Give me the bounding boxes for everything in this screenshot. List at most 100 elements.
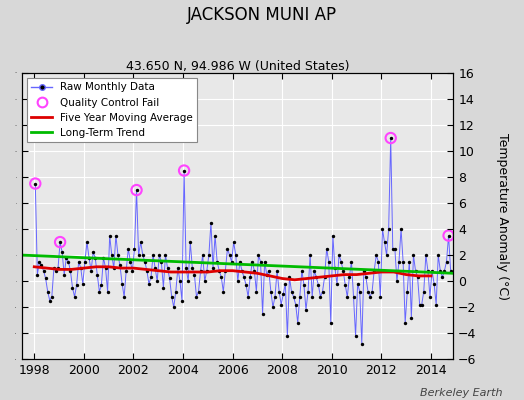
Point	[219, 288, 227, 295]
Point	[440, 268, 449, 274]
Point	[312, 274, 321, 280]
Point	[46, 298, 54, 304]
Point	[60, 271, 69, 278]
Point	[37, 262, 46, 269]
Point	[72, 282, 81, 288]
Point	[385, 226, 393, 232]
Text: Berkeley Earth: Berkeley Earth	[420, 388, 503, 398]
Point	[56, 239, 64, 245]
Point	[277, 301, 286, 308]
Point	[159, 284, 168, 291]
Point	[41, 275, 50, 282]
Point	[380, 239, 389, 245]
Point	[130, 245, 139, 252]
Point	[308, 294, 316, 300]
Point	[428, 268, 436, 274]
Point	[151, 265, 159, 271]
Point	[77, 265, 85, 271]
Point	[411, 268, 420, 274]
Point	[258, 310, 267, 317]
Point	[444, 232, 453, 239]
Point	[188, 265, 196, 271]
Point	[33, 271, 41, 278]
Point	[352, 332, 360, 339]
Point	[178, 298, 186, 304]
Point	[213, 258, 221, 265]
Point	[35, 258, 43, 265]
Point	[112, 232, 120, 239]
Point	[81, 258, 89, 265]
Point	[186, 239, 194, 245]
Point	[426, 294, 434, 300]
Point	[254, 252, 263, 258]
Point	[389, 245, 397, 252]
Point	[135, 252, 143, 258]
Point	[227, 258, 236, 265]
Point	[52, 268, 60, 274]
Point	[265, 268, 273, 274]
Point	[136, 239, 145, 245]
Point	[250, 268, 258, 274]
Point	[271, 294, 279, 300]
Point	[405, 258, 413, 265]
Point	[79, 280, 87, 287]
Point	[215, 268, 223, 274]
Point	[442, 258, 451, 265]
Point	[100, 254, 108, 261]
Point	[359, 268, 368, 274]
Point	[337, 258, 345, 265]
Point	[199, 252, 207, 258]
Point	[242, 282, 250, 288]
Point	[64, 258, 72, 265]
Point	[403, 288, 411, 295]
Legend: Raw Monthly Data, Quality Control Fail, Five Year Moving Average, Long-Term Tren: Raw Monthly Data, Quality Control Fail, …	[27, 78, 198, 142]
Point	[293, 320, 302, 326]
Point	[95, 288, 104, 295]
Point	[110, 265, 118, 271]
Point	[432, 301, 440, 308]
Point	[273, 268, 281, 274]
Point	[180, 167, 188, 174]
Point	[128, 268, 137, 274]
Point	[391, 245, 399, 252]
Point	[190, 271, 199, 278]
Point	[209, 265, 217, 271]
Point	[333, 280, 341, 287]
Point	[91, 254, 100, 261]
Point	[252, 288, 260, 295]
Point	[147, 274, 155, 280]
Point	[418, 301, 426, 308]
Point	[87, 268, 95, 274]
Point	[387, 135, 395, 141]
Point	[68, 284, 77, 291]
Point	[376, 294, 385, 300]
Point	[230, 239, 238, 245]
Point	[424, 268, 432, 274]
Point	[182, 265, 190, 271]
Point	[306, 252, 314, 258]
Point	[194, 288, 203, 295]
Point	[232, 252, 240, 258]
Point	[171, 288, 180, 295]
Point	[343, 294, 352, 300]
Point	[54, 265, 62, 271]
Point	[298, 268, 306, 274]
Point	[133, 187, 141, 193]
Point	[85, 254, 93, 261]
Point	[296, 294, 304, 300]
Point	[201, 278, 209, 284]
Point	[368, 288, 376, 295]
Point	[370, 268, 378, 274]
Point	[149, 252, 157, 258]
Point	[260, 258, 269, 265]
Point	[107, 252, 116, 258]
Point	[279, 291, 288, 297]
Point	[357, 340, 366, 347]
Point	[436, 268, 444, 274]
Text: JACKSON MUNI AP: JACKSON MUNI AP	[187, 6, 337, 24]
Point	[244, 294, 253, 300]
Point	[269, 304, 277, 310]
Point	[355, 288, 364, 295]
Point	[133, 187, 141, 193]
Point	[155, 252, 163, 258]
